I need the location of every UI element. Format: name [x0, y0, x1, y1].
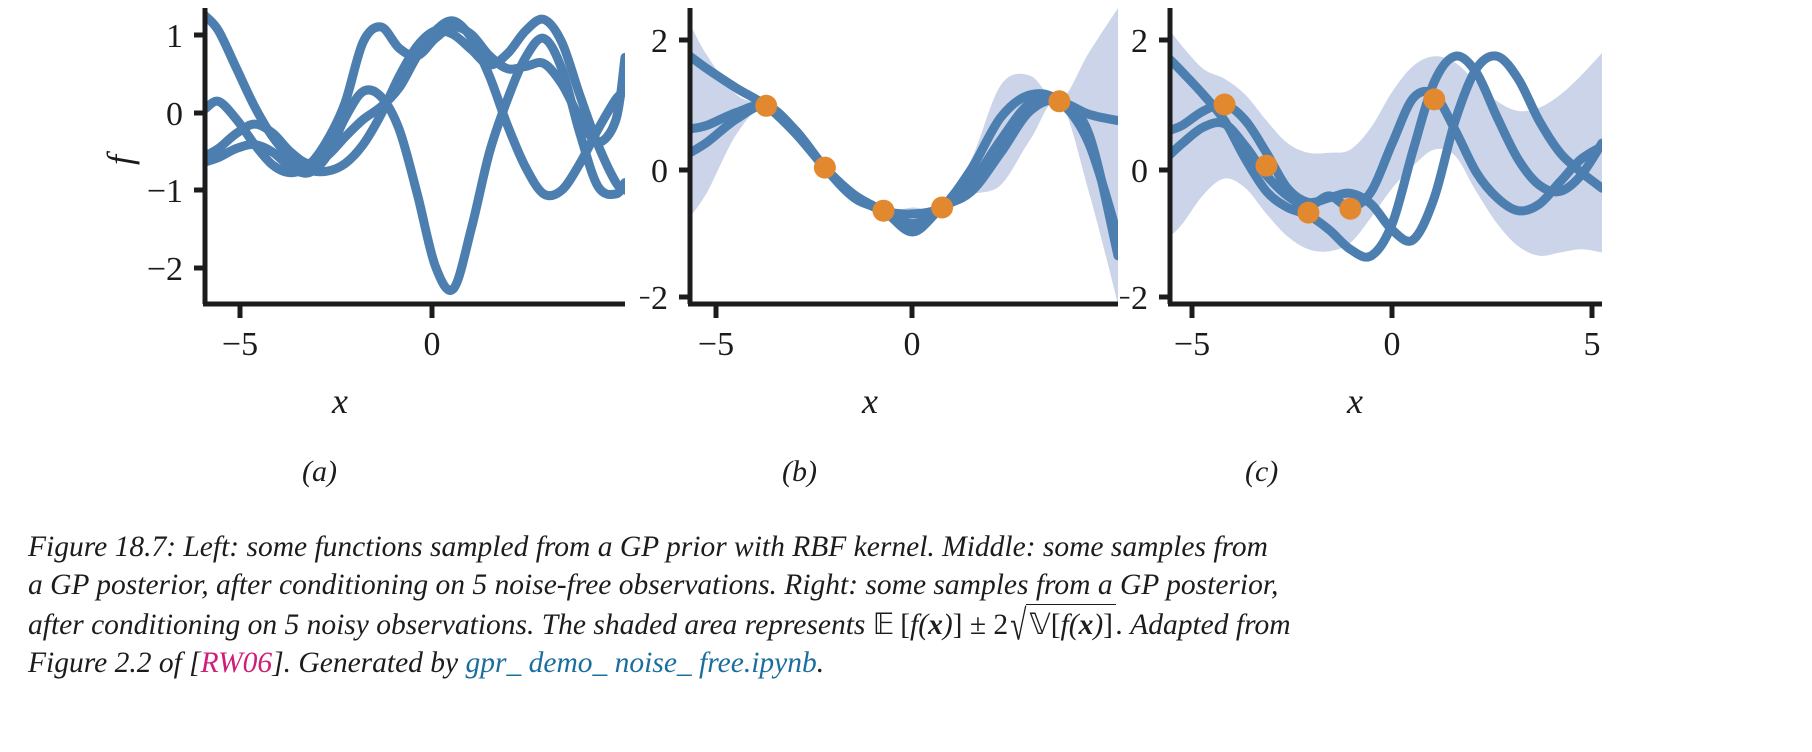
caption-line-1: Figure 18.7: Left: some functions sample… [28, 531, 1268, 563]
observation-point [813, 156, 836, 179]
y-tick-label-2-c: 2 [1131, 23, 1148, 60]
x-tick-label-0-c: 0 [1384, 326, 1401, 363]
math-bold-x-2: x [1078, 609, 1094, 641]
observation-point [1255, 154, 1278, 177]
y-tick-label-0-a: 0 [166, 96, 183, 133]
observation-point [931, 196, 954, 219]
caption-line-4-mid: ]. Generated by [272, 647, 466, 679]
math-bracket-open: [ [894, 609, 911, 641]
x-tick-label-neg5-c: −5 [1174, 326, 1210, 363]
math-f-of-x-2: f( [1060, 609, 1079, 641]
chart-panel-a: 1 0 −1 −2 −5 0 f x [40, 0, 640, 460]
observation-points-c [1213, 88, 1446, 224]
observation-point [1423, 88, 1446, 111]
prior-sample-curve-2 [205, 33, 625, 295]
observation-point [1339, 197, 1362, 220]
subfigure-label-a: (a) [302, 455, 337, 488]
y-tick-label-neg2-a: −2 [147, 251, 183, 288]
observation-point [1297, 201, 1320, 224]
chart-panel-b: 2 0 −2 −5 0 f x [640, 0, 1120, 460]
chart-svg-b: 2 0 −2 −5 0 f x [640, 8, 1118, 421]
figure-caption: Figure 18.7: Left: some functions sample… [28, 528, 1788, 682]
y-tick-label-1-a: 1 [166, 18, 183, 55]
observation-point [755, 94, 778, 117]
citation-link-rw06[interactable]: RW06 [200, 647, 273, 679]
observation-points-b [755, 90, 1071, 222]
math-var-bracket-close: ] [1103, 609, 1113, 641]
panel-row: 1 0 −1 −2 −5 0 f x [40, 0, 1640, 460]
math-sqrt: √ 𝕍[f(x)] [1008, 603, 1116, 650]
math-E-symbol: 𝔼 [872, 609, 895, 641]
observation-point [1213, 93, 1236, 116]
y-tick-label-neg2-c: −2 [1120, 280, 1148, 317]
chart-panel-c: 2 0 −2 −5 0 5 f x [1120, 0, 1640, 460]
curves-a [205, 11, 625, 295]
noisy-posterior-sample-curve-2 [1170, 51, 1602, 246]
y-tick-label-0-b: 0 [651, 153, 668, 190]
chart-svg-a: 1 0 −1 −2 −5 0 f x [100, 8, 625, 421]
x-axis-title-a: x [331, 381, 348, 421]
math-pm-2: ± 2 [969, 609, 1009, 641]
math-paren-close-2: ) [1093, 609, 1104, 641]
caption-line-3-prefix: after conditioning on 5 noisy observatio… [28, 609, 873, 641]
y-axis-title-a: f [100, 150, 140, 165]
confidence-band-b [690, 8, 1118, 304]
math-paren-close-1: ) [942, 609, 953, 641]
posterior-sample-curve-3 [690, 95, 1118, 261]
prior-sample-curve-4 [205, 16, 625, 201]
observation-point [872, 199, 895, 222]
subfigure-label-c: (c) [1245, 455, 1279, 488]
y-tick-label-0-c: 0 [1131, 153, 1148, 190]
caption-line-4: Figure 2.2 of [RW06]. Generated by gpr_ … [28, 644, 1788, 682]
x-tick-label-0-a: 0 [424, 326, 441, 363]
caption-line-3: after conditioning on 5 noisy observatio… [28, 603, 1788, 650]
observation-point [1048, 90, 1071, 113]
band-and-curves-c [1170, 30, 1602, 262]
caption-line-2: a GP posterior, after conditioning on 5 … [28, 569, 1279, 601]
y-tick-label-2-b: 2 [651, 23, 668, 60]
plot-area-c: 2 0 −2 −5 0 5 f x [1120, 8, 1602, 421]
math-var-bracket-open: [ [1050, 609, 1061, 641]
caption-line-4-end: . [816, 647, 825, 679]
math-bold-x-1: x [928, 609, 943, 641]
math-bracket-close: ] [952, 609, 963, 641]
band-and-curves-b [690, 8, 1118, 304]
chart-svg-c: 2 0 −2 −5 0 5 f x [1120, 8, 1602, 421]
subfigure-label-b: (b) [782, 455, 817, 488]
x-tick-label-0-b: 0 [904, 326, 921, 363]
posterior-sample-curve-2 [690, 94, 1118, 219]
math-radicand: 𝕍[f(x)] [1026, 604, 1116, 644]
y-tick-label-neg2-b: −2 [640, 280, 668, 317]
math-plus-minus-two [962, 609, 969, 641]
x-axis-title-c: x [1346, 381, 1363, 421]
noisy-posterior-sample-curve-3 [1170, 86, 1602, 216]
x-tick-label-neg5-a: −5 [222, 326, 258, 363]
x-tick-label-neg5-b: −5 [698, 326, 734, 363]
math-expectation-expression: 𝔼 [f(x)] ± 2√ 𝕍[f(x)] [872, 603, 1116, 650]
caption-line-4-prefix: Figure 2.2 of [ [28, 647, 201, 679]
notebook-link[interactable]: gpr_ demo_ noise_ free.ipynb [465, 647, 817, 679]
x-tick-label-5-c: 5 [1584, 326, 1601, 363]
math-radical-sign: √ [1010, 603, 1027, 650]
math-V-symbol: 𝕍 [1029, 609, 1051, 641]
plot-area-a: 1 0 −1 −2 −5 0 f x [100, 8, 625, 421]
subfigure-label-row: (a) (b) (c) [0, 455, 1812, 503]
plot-area-b: 2 0 −2 −5 0 f x [640, 8, 1118, 421]
math-f-of-x-1: f( [910, 609, 929, 641]
y-tick-label-neg1-a: −1 [147, 173, 183, 210]
caption-line-3-suffix: . Adapted from [1115, 609, 1291, 641]
x-axis-title-b: x [861, 381, 878, 421]
